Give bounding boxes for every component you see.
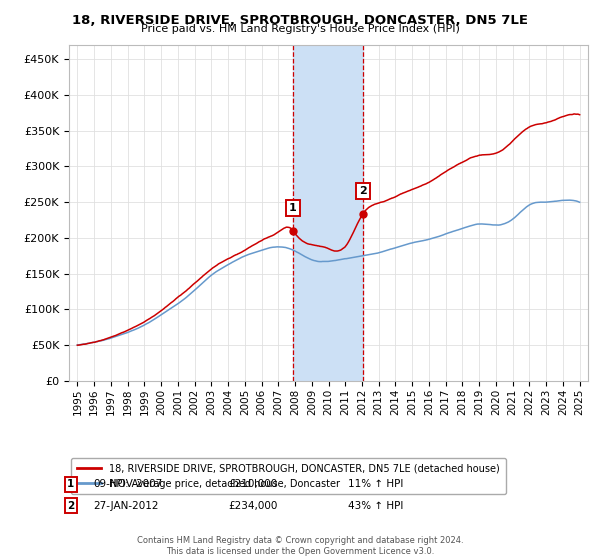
- Text: Contains HM Land Registry data © Crown copyright and database right 2024.
This d: Contains HM Land Registry data © Crown c…: [137, 536, 463, 556]
- Text: 27-JAN-2012: 27-JAN-2012: [93, 501, 158, 511]
- Text: 09-NOV-2007: 09-NOV-2007: [93, 479, 162, 489]
- Text: 1: 1: [67, 479, 74, 489]
- Text: 11% ↑ HPI: 11% ↑ HPI: [348, 479, 403, 489]
- Legend: 18, RIVERSIDE DRIVE, SPROTBROUGH, DONCASTER, DN5 7LE (detached house), HPI: Aver: 18, RIVERSIDE DRIVE, SPROTBROUGH, DONCAS…: [71, 458, 506, 494]
- Text: Price paid vs. HM Land Registry's House Price Index (HPI): Price paid vs. HM Land Registry's House …: [140, 24, 460, 34]
- Text: 2: 2: [67, 501, 74, 511]
- Bar: [293, 45, 363, 381]
- Text: 18, RIVERSIDE DRIVE, SPROTBROUGH, DONCASTER, DN5 7LE: 18, RIVERSIDE DRIVE, SPROTBROUGH, DONCAS…: [72, 14, 528, 27]
- Text: £210,000: £210,000: [228, 479, 277, 489]
- Text: 1: 1: [289, 203, 296, 213]
- Text: 2: 2: [359, 185, 367, 195]
- Text: 43% ↑ HPI: 43% ↑ HPI: [348, 501, 403, 511]
- Text: £234,000: £234,000: [228, 501, 277, 511]
